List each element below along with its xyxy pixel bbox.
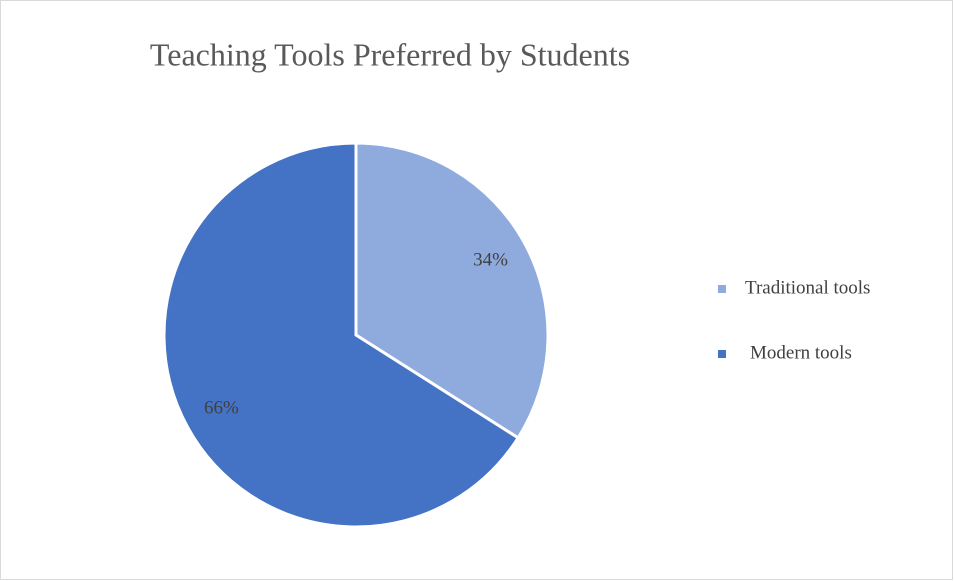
data-label: 66% bbox=[204, 397, 239, 418]
legend-swatch bbox=[718, 285, 726, 293]
legend-swatch bbox=[718, 350, 726, 358]
legend-label: Modern tools bbox=[750, 342, 852, 363]
chart-title: Teaching Tools Preferred by Students bbox=[150, 36, 630, 72]
legend-label: Traditional tools bbox=[745, 277, 870, 298]
pie-slice bbox=[162, 141, 521, 529]
data-label: 34% bbox=[473, 249, 508, 270]
